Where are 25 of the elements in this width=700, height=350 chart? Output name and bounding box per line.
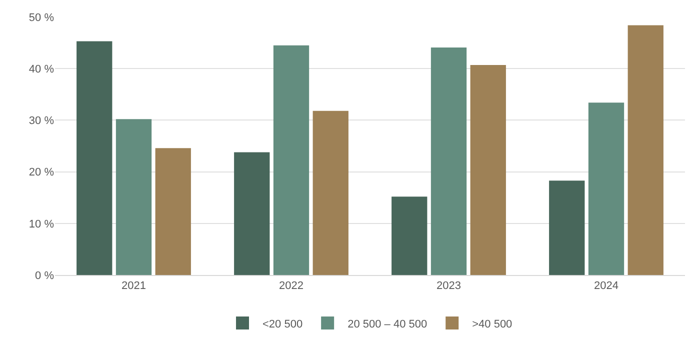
y-tick-label: 30 % [28,115,54,128]
bar [549,180,585,275]
y-tick-label: 10 % [28,218,54,230]
bar [628,25,664,275]
bar [116,119,152,275]
legend-label: 20 500 – 40 500 [348,318,428,330]
bar [588,102,624,275]
bar [155,148,191,275]
x-tick-label: 2023 [436,280,461,292]
legend-label: <20 500 [262,318,303,330]
x-tick-label: 2022 [279,280,304,292]
x-tick-label: 2024 [594,280,618,292]
y-tick-label: 20 % [28,166,54,179]
legend-label: >40 500 [472,318,512,330]
bar [470,65,506,275]
bar [312,110,348,275]
bar [273,45,310,275]
bar [430,47,467,275]
y-tick-label: 40 % [28,63,54,76]
x-tick-label: 2021 [122,280,146,292]
bar [76,41,112,275]
y-tick-label: 50 % [28,12,54,24]
y-tick-label: 0 % [35,270,54,282]
bar [234,152,270,275]
bar [392,196,428,275]
